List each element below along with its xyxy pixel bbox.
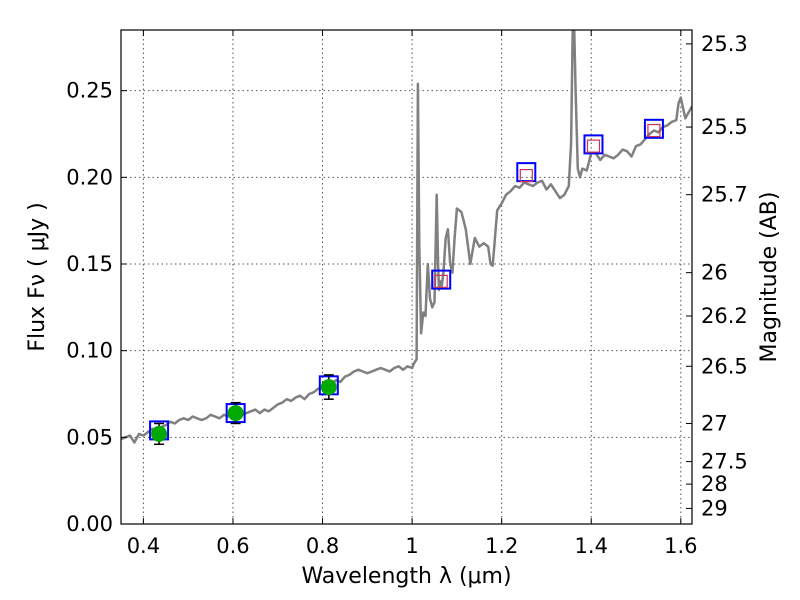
axes: 0.4 0.6 0.8 1 1.2 1.4 1.6 0.00 0.05 0.10 0.15 0.20 0… bbox=[66, 30, 748, 558]
y2-tick-label: 25.3 bbox=[701, 32, 748, 56]
y-tick-label: 0.05 bbox=[66, 425, 113, 449]
x-axis-label: Wavelength λ (μm) bbox=[301, 564, 511, 589]
grid bbox=[121, 30, 692, 525]
series-group bbox=[121, 30, 692, 446]
y-axis-label: Flux Fν ( μJy ) bbox=[25, 202, 50, 351]
observed-point bbox=[151, 425, 168, 442]
y2-tick-label: 25.7 bbox=[701, 183, 748, 207]
plot-area bbox=[121, 30, 692, 446]
y2-tick-label: 29 bbox=[701, 496, 728, 520]
model-photometry-square bbox=[583, 134, 604, 155]
y2-axis-label: Magnitude (AB) bbox=[757, 192, 782, 363]
sed-model-line bbox=[121, 30, 692, 444]
model-photometry-small-square bbox=[519, 169, 533, 183]
observed-point bbox=[320, 379, 337, 396]
x-tick-label: 0.6 bbox=[216, 534, 249, 558]
model-photometry-small-square bbox=[647, 123, 661, 138]
x-tick-label: 1 bbox=[405, 534, 418, 558]
x-tick-label: 1.6 bbox=[664, 534, 697, 558]
y-tick-label: 0.20 bbox=[66, 165, 113, 189]
model-photometry-small-square bbox=[586, 139, 601, 153]
y2-tick-label: 26.2 bbox=[701, 304, 748, 328]
x-tick-label: 1.2 bbox=[485, 534, 518, 558]
y2-tick-label: 27 bbox=[701, 411, 728, 435]
y2-tick-label: 26.5 bbox=[701, 354, 748, 378]
y-tick-label: 0.10 bbox=[66, 339, 113, 363]
y2-tick-label: 27.5 bbox=[701, 450, 748, 474]
y-tick-label: 0.25 bbox=[66, 79, 113, 103]
model-photometry-square bbox=[431, 269, 452, 290]
y2-tick-label: 26 bbox=[701, 261, 728, 285]
x-tick-label: 0.8 bbox=[306, 534, 339, 558]
y-tick-label: 0.00 bbox=[66, 512, 113, 536]
y2-tick-label: 28 bbox=[701, 472, 728, 496]
model-photometry-square bbox=[643, 118, 664, 139]
x-tick-label: 1.4 bbox=[575, 534, 608, 558]
y-tick-label: 0.15 bbox=[66, 252, 113, 276]
y2-tick-label: 25.5 bbox=[701, 115, 748, 139]
observed-point bbox=[227, 405, 244, 422]
x-tick-label: 0.4 bbox=[127, 534, 160, 558]
model-photometry-small-square bbox=[434, 274, 448, 288]
plot-frame bbox=[120, 29, 693, 525]
